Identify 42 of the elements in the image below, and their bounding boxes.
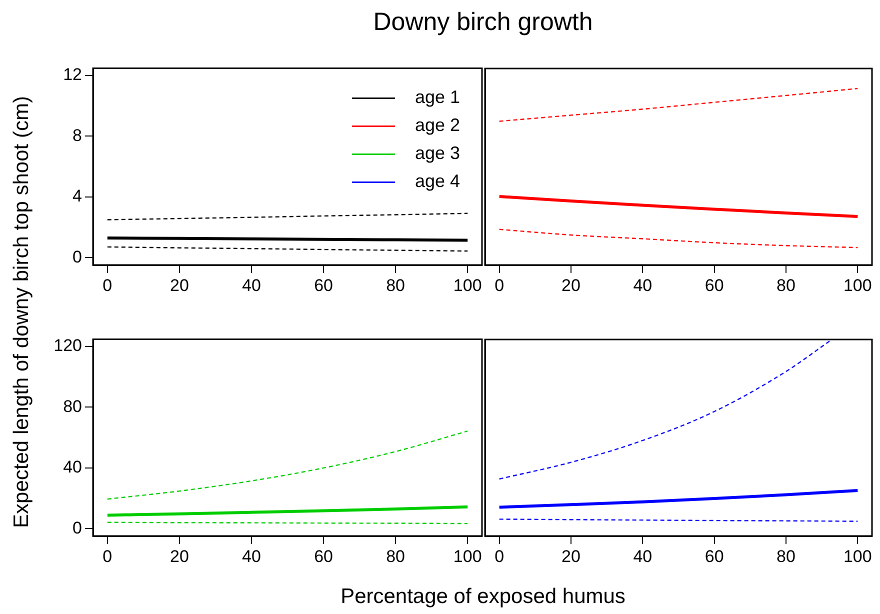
y-tick-label: 4 bbox=[72, 186, 82, 206]
x-tick-label: 60 bbox=[314, 546, 333, 566]
line-series bbox=[106, 430, 468, 500]
x-tick-label: 40 bbox=[633, 546, 652, 566]
x-axis-title: Percentage of exposed humus bbox=[340, 585, 626, 609]
y-axis-title: Expected length of downy birch top shoot (cm) bbox=[10, 95, 34, 530]
text: age 3 bbox=[415, 143, 460, 164]
x-tick-label: 0 bbox=[102, 546, 112, 566]
x-tick-label: 60 bbox=[704, 546, 724, 566]
x-tick-label: 60 bbox=[314, 276, 333, 295]
x-tick-label: 80 bbox=[386, 546, 406, 566]
x-tick-label: 100 bbox=[843, 276, 872, 295]
y-tick-label: 80 bbox=[63, 396, 82, 416]
y-tick-label: 120 bbox=[54, 336, 82, 356]
legend-label: age 1 bbox=[415, 87, 460, 108]
x-tick-label: 100 bbox=[453, 276, 482, 295]
y-tick-label: 12 bbox=[63, 65, 82, 84]
x-tick-label: 80 bbox=[776, 546, 796, 566]
x-tick-label: 100 bbox=[843, 546, 872, 566]
y-tick-label: 8 bbox=[72, 126, 82, 145]
line-series bbox=[106, 212, 468, 220]
text: age 4 bbox=[415, 171, 460, 192]
x-tick-label: 80 bbox=[776, 276, 796, 295]
text: age 2 bbox=[415, 115, 460, 136]
x-tick-label: 20 bbox=[170, 546, 189, 566]
x-tick-label: 80 bbox=[386, 276, 406, 295]
x-tick-label: 40 bbox=[633, 276, 652, 295]
x-tick-label: 20 bbox=[562, 276, 580, 295]
x-tick-label: 0 bbox=[494, 546, 504, 566]
line-series bbox=[106, 505, 470, 517]
y-tick-label: 0 bbox=[72, 518, 82, 538]
x-tick-label: 40 bbox=[242, 276, 261, 295]
y-tick-label: 0 bbox=[72, 247, 82, 266]
x-tick-label: 60 bbox=[704, 276, 724, 295]
chart-title: Downy birch growth bbox=[372, 8, 594, 37]
x-tick-label: 100 bbox=[453, 546, 482, 566]
y-tick-label: 40 bbox=[63, 458, 82, 477]
x-tick-label: 40 bbox=[242, 546, 261, 566]
x-tick-label: 0 bbox=[494, 276, 504, 295]
x-tick-label: 20 bbox=[562, 546, 580, 566]
x-tick-label: 20 bbox=[170, 276, 189, 295]
x-tick-label: 0 bbox=[102, 276, 112, 295]
